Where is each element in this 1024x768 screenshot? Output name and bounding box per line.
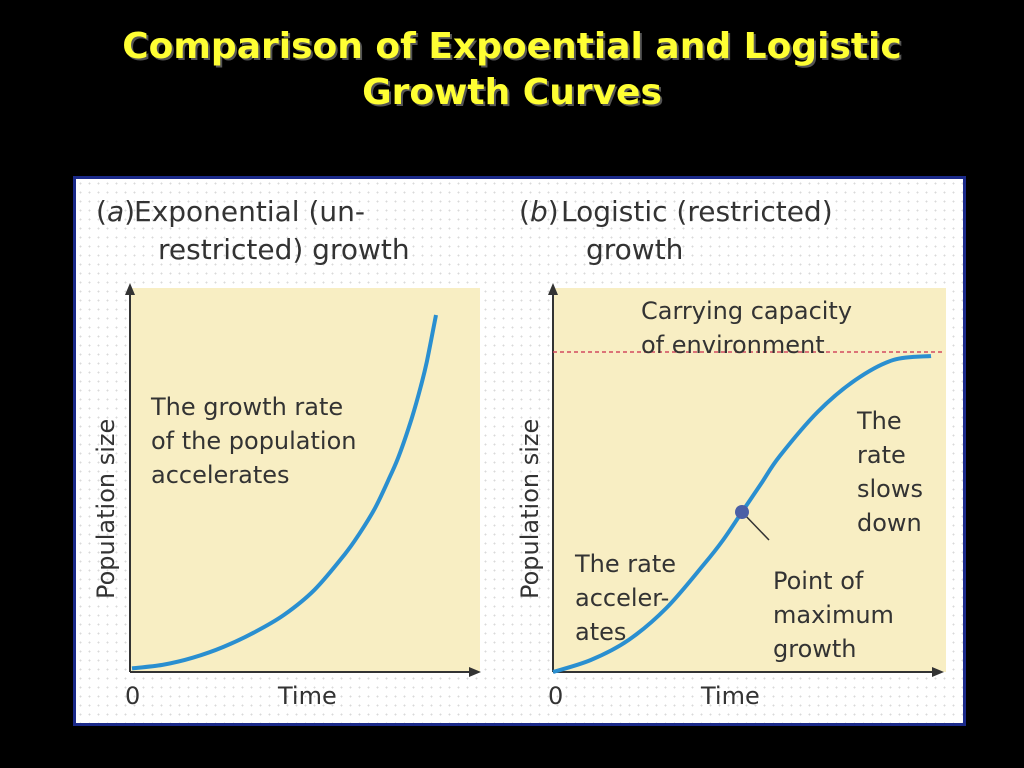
panel-b-max-growth-label-line3: growth [773,635,857,663]
panel-b-x-tick-0: 0 [548,682,563,710]
panel-b-title-line1: Logistic (restricted) [561,195,833,228]
panel-b-max-growth-point [735,505,749,519]
panel-b-x-axis-arrow [932,667,944,677]
panel-a-letter: (a) [96,195,135,228]
panel-b-y-axis-arrow [548,283,558,295]
panel-a-title-line2: restricted) growth [158,233,410,266]
panel-b-slows-label-line4: down [857,509,922,537]
panel-a-annotation-line1: The growth rate [150,393,343,421]
panel-b-accelerates-label-line3: ates [575,618,626,646]
slide-title-line1: Comparison of Expoential and Logistic [122,26,902,67]
panel-a-annotation-line3: accelerates [151,461,290,489]
panel-a-plot: 0 Time Population size The growth rate o… [92,283,481,710]
panel-b-capacity-label-line2: of environment [641,331,825,359]
panel-a-x-tick-0: 0 [125,682,140,710]
panel-a-title-line1: Exponential (un- [134,195,365,228]
panel-a-exponential-curve [131,314,438,671]
panel-b-slows-label-line1: The [856,407,902,435]
panel-b-slows-label-line2: rate [857,441,906,469]
panel-a-y-axis-arrow [125,283,135,295]
slide-title-line2: Growth Curves [362,72,662,113]
growth-curves-figure: (a) Exponential (un- restricted) growth … [92,195,946,710]
panel-a-x-label: Time [277,682,337,710]
slide-title: Comparison of Expoential and Logistic Gr… [0,24,1024,116]
panel-b-title-line2: growth [586,233,683,266]
panel-b-x-label: Time [700,682,760,710]
panel-b-accelerates-label-line2: acceler- [575,584,669,612]
panel-b-slows-label-line3: slows [857,475,923,503]
panel-b-plot: 0 Time Population size Carrying capacity… [516,283,946,710]
panel-b-max-growth-label-line1: Point of [773,567,864,595]
panel-a-y-label: Population size [92,419,120,599]
panel-b-max-growth-label-line2: maximum [773,601,894,629]
figure-panel: (a) Exponential (un- restricted) growth … [73,176,966,726]
panel-b-letter: (b) [519,195,559,228]
panel-a-annotation-line2: of the population [151,427,357,455]
panel-b-accelerates-label-line1: The rate [574,550,676,578]
panel-b-y-label: Population size [516,419,544,599]
panel-b-capacity-label-line1: Carrying capacity [641,297,852,325]
panel-b-letter-text: b [530,195,548,228]
panel-a-letter-text: a [107,195,124,228]
panel-a-plot-area [130,288,480,672]
panel-a-x-axis-arrow [469,667,481,677]
